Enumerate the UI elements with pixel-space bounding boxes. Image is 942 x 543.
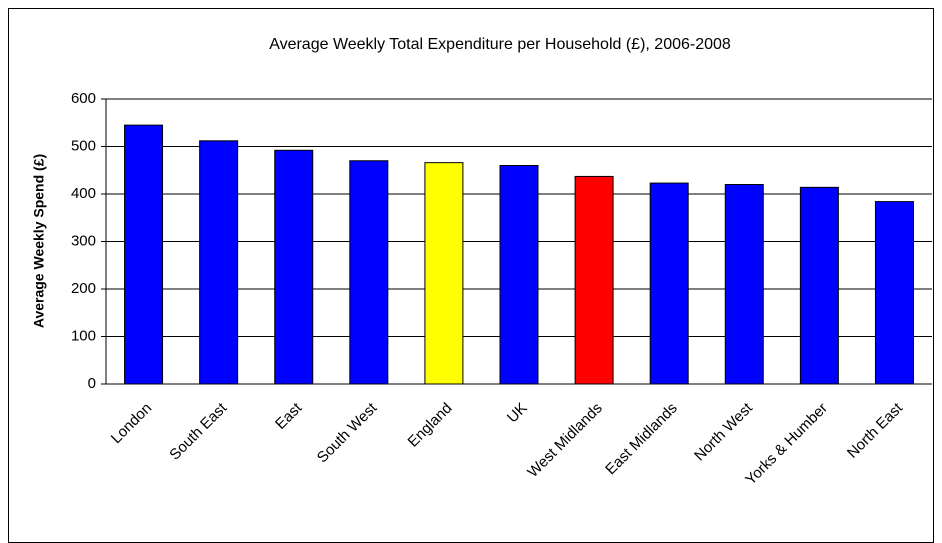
y-tick-label: 500 bbox=[71, 137, 96, 154]
bar bbox=[349, 160, 389, 385]
y-tick-label: 100 bbox=[71, 327, 96, 344]
bar bbox=[799, 186, 839, 385]
bar bbox=[724, 184, 764, 385]
y-tick-label: 600 bbox=[71, 90, 96, 107]
bar bbox=[574, 175, 614, 385]
y-tick-label: 400 bbox=[71, 185, 96, 202]
bar bbox=[424, 162, 464, 385]
bar bbox=[124, 124, 164, 385]
y-tick-label: 300 bbox=[71, 232, 96, 249]
bar bbox=[274, 149, 314, 385]
y-tick-label: 200 bbox=[71, 280, 96, 297]
y-axis-label: Average Weekly Spend (£) bbox=[31, 154, 47, 328]
chart-title: Average Weekly Total Expenditure per Hou… bbox=[269, 36, 731, 53]
bar bbox=[199, 140, 239, 385]
bar bbox=[874, 201, 914, 385]
y-tick-label: 0 bbox=[88, 375, 96, 392]
bar bbox=[649, 182, 689, 385]
bar bbox=[499, 165, 539, 385]
